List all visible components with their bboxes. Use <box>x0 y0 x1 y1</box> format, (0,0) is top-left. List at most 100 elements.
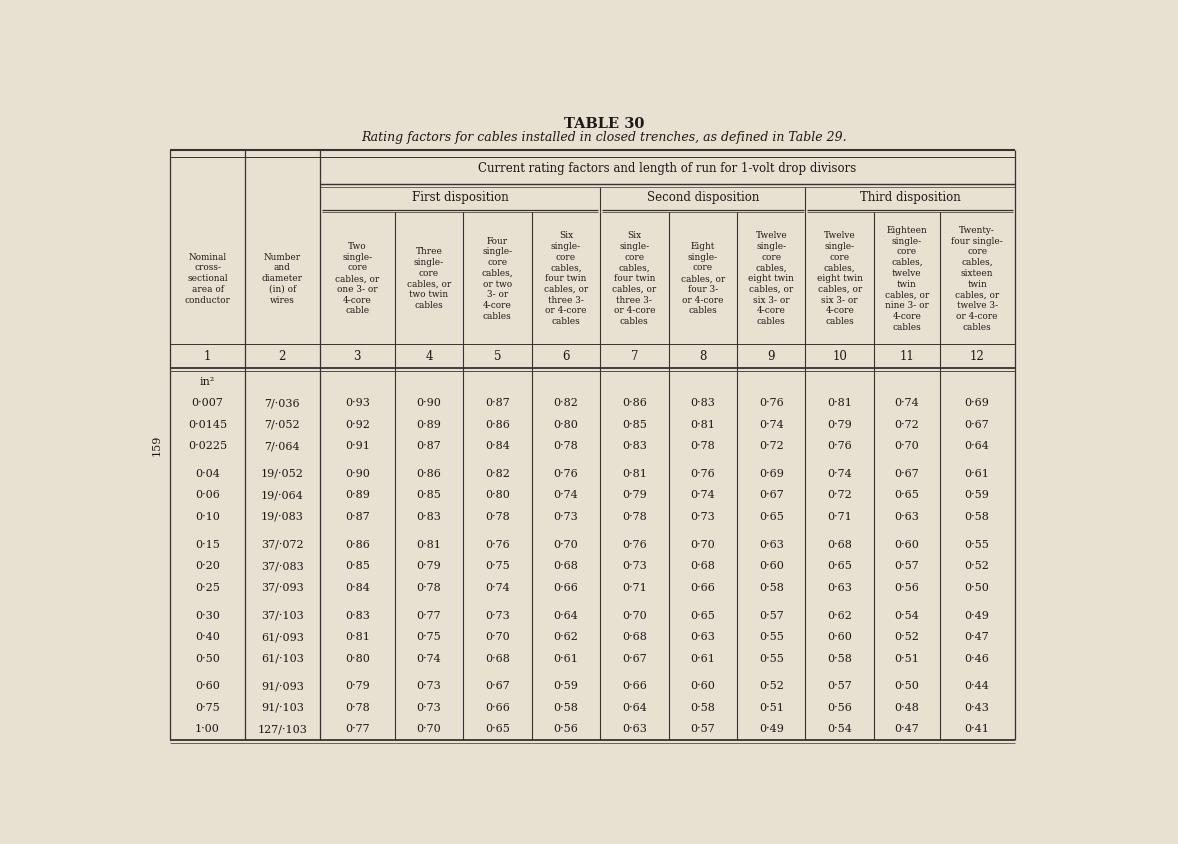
Text: 0·72: 0·72 <box>759 441 783 451</box>
Text: 0·73: 0·73 <box>554 511 578 522</box>
Text: Twelve
single-
core
cables,
eight twin
cables, or
six 3- or
4-core
cables: Twelve single- core cables, eight twin c… <box>816 231 862 326</box>
Text: 7/·052: 7/·052 <box>265 419 300 430</box>
Text: 0·64: 0·64 <box>554 611 578 620</box>
Text: 0·75: 0·75 <box>485 561 510 571</box>
Text: 37/·072: 37/·072 <box>262 540 304 549</box>
Text: 0·68: 0·68 <box>485 653 510 663</box>
Text: 0·73: 0·73 <box>690 511 715 522</box>
Text: Number
and
diameter
(in) of
wires: Number and diameter (in) of wires <box>262 252 303 305</box>
Text: 0·49: 0·49 <box>759 724 783 734</box>
Text: 91/·103: 91/·103 <box>262 703 304 713</box>
Text: Eight
single-
core
cables, or
four 3-
or 4-core
cables: Eight single- core cables, or four 3- or… <box>681 242 724 316</box>
Text: 0·63: 0·63 <box>622 724 647 734</box>
Text: 0·66: 0·66 <box>485 703 510 713</box>
Text: 9: 9 <box>768 350 775 363</box>
Text: 0·50: 0·50 <box>965 582 990 592</box>
Text: 0·55: 0·55 <box>759 653 783 663</box>
Text: 0·78: 0·78 <box>485 511 510 522</box>
Text: 0·71: 0·71 <box>827 511 852 522</box>
Text: 0·62: 0·62 <box>827 611 852 620</box>
Text: 0·57: 0·57 <box>690 724 715 734</box>
Text: 0·64: 0·64 <box>965 441 990 451</box>
Text: 0·0225: 0·0225 <box>188 441 227 451</box>
Text: 0·70: 0·70 <box>690 540 715 549</box>
Text: 0·74: 0·74 <box>759 419 783 430</box>
Text: 0·15: 0·15 <box>196 540 220 549</box>
Text: 0·57: 0·57 <box>894 561 919 571</box>
Text: 0·61: 0·61 <box>554 653 578 663</box>
Text: 61/·093: 61/·093 <box>262 632 304 642</box>
Text: 0·74: 0·74 <box>690 490 715 500</box>
Text: 0·65: 0·65 <box>827 561 852 571</box>
Text: 0·75: 0·75 <box>417 632 442 642</box>
Text: 159: 159 <box>152 435 161 457</box>
Text: 0·70: 0·70 <box>485 632 510 642</box>
Text: 0·04: 0·04 <box>196 469 220 479</box>
Text: Three
single-
core
cables, or
two twin
cables: Three single- core cables, or two twin c… <box>406 247 451 310</box>
Text: Second disposition: Second disposition <box>647 191 759 204</box>
Text: 0·74: 0·74 <box>554 490 578 500</box>
Text: 0·56: 0·56 <box>827 703 852 713</box>
Text: 0·86: 0·86 <box>345 540 370 549</box>
Text: 0·68: 0·68 <box>690 561 715 571</box>
Text: 0·86: 0·86 <box>622 398 647 408</box>
Text: Twelve
single-
core
cables,
eight twin
cables, or
six 3- or
4-core
cables: Twelve single- core cables, eight twin c… <box>748 231 794 326</box>
Text: Third disposition: Third disposition <box>860 191 960 204</box>
Text: Current rating factors and length of run for 1-volt drop divisors: Current rating factors and length of run… <box>478 162 856 175</box>
Text: 0·77: 0·77 <box>345 724 370 734</box>
Text: 19/·064: 19/·064 <box>262 490 304 500</box>
Text: 0·65: 0·65 <box>485 724 510 734</box>
Text: Eighteen
single-
core
cables,
twelve
twin
cables, or
nine 3- or
4-core
cables: Eighteen single- core cables, twelve twi… <box>885 226 929 332</box>
Text: 0·40: 0·40 <box>196 632 220 642</box>
Text: 127/·103: 127/·103 <box>258 724 307 734</box>
Text: 0·87: 0·87 <box>417 441 442 451</box>
Text: 6: 6 <box>562 350 570 363</box>
Text: 0·68: 0·68 <box>827 540 852 549</box>
Text: 0·84: 0·84 <box>345 582 370 592</box>
Text: 0·80: 0·80 <box>485 490 510 500</box>
Text: 0·81: 0·81 <box>827 398 852 408</box>
Text: 10: 10 <box>833 350 847 363</box>
Text: 0·80: 0·80 <box>554 419 578 430</box>
Text: 0·82: 0·82 <box>554 398 578 408</box>
Text: 0·61: 0·61 <box>690 653 715 663</box>
Text: 0·89: 0·89 <box>417 419 442 430</box>
Text: 0·007: 0·007 <box>192 398 224 408</box>
Text: 0·85: 0·85 <box>622 419 647 430</box>
Text: 0·83: 0·83 <box>417 511 442 522</box>
Text: 0·76: 0·76 <box>554 469 578 479</box>
Text: 0·70: 0·70 <box>554 540 578 549</box>
Text: 0·76: 0·76 <box>622 540 647 549</box>
Text: 0·65: 0·65 <box>894 490 919 500</box>
Text: 0·66: 0·66 <box>622 681 647 691</box>
Text: 0·30: 0·30 <box>196 611 220 620</box>
Text: 0·60: 0·60 <box>894 540 919 549</box>
Text: 0·92: 0·92 <box>345 419 370 430</box>
Text: 11: 11 <box>900 350 914 363</box>
Text: 0·46: 0·46 <box>965 653 990 663</box>
Text: 12: 12 <box>969 350 985 363</box>
Text: 0·67: 0·67 <box>759 490 783 500</box>
Text: 0·64: 0·64 <box>622 703 647 713</box>
Text: 0·67: 0·67 <box>485 681 510 691</box>
Text: 0·86: 0·86 <box>485 419 510 430</box>
Text: 0·66: 0·66 <box>554 582 578 592</box>
Text: 0·67: 0·67 <box>622 653 647 663</box>
Text: 0·70: 0·70 <box>622 611 647 620</box>
Text: 0·60: 0·60 <box>827 632 852 642</box>
Text: 7/·064: 7/·064 <box>265 441 300 451</box>
Text: 0·78: 0·78 <box>417 582 442 592</box>
Text: 0·76: 0·76 <box>690 469 715 479</box>
Text: Rating factors for cables installed in closed trenches, as defined in Table 29.: Rating factors for cables installed in c… <box>360 131 847 143</box>
Text: 0·06: 0·06 <box>196 490 220 500</box>
Text: 0·63: 0·63 <box>894 511 919 522</box>
Text: 4: 4 <box>425 350 432 363</box>
Text: 3: 3 <box>353 350 360 363</box>
Text: 0·68: 0·68 <box>622 632 647 642</box>
Text: 0·41: 0·41 <box>965 724 990 734</box>
Text: 0·59: 0·59 <box>965 490 990 500</box>
Text: 0·81: 0·81 <box>345 632 370 642</box>
Text: 0·75: 0·75 <box>196 703 220 713</box>
Text: 0·47: 0·47 <box>894 724 919 734</box>
Text: 0·81: 0·81 <box>622 469 647 479</box>
